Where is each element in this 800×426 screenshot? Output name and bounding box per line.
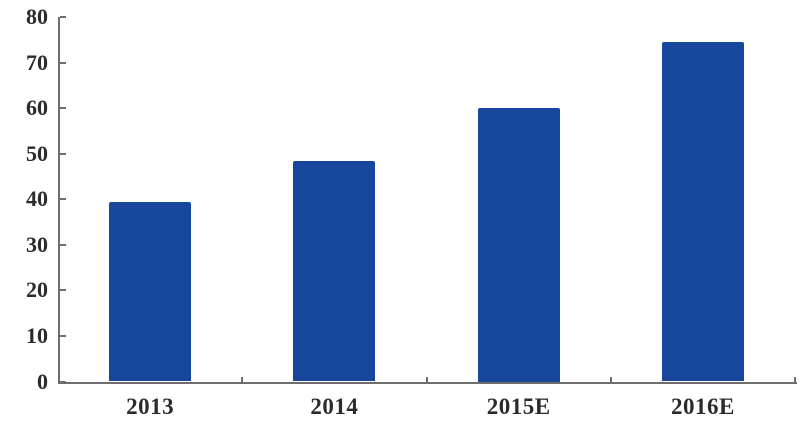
x-axis-tick xyxy=(425,376,428,382)
x-tick-label: 2013 xyxy=(126,394,175,419)
y-tick-label: 10 xyxy=(26,322,48,348)
x-tick-label: 2016E xyxy=(670,394,735,419)
y-tick-label: 30 xyxy=(26,231,48,257)
y-tick-label: 50 xyxy=(26,140,48,166)
y-axis-tick xyxy=(60,198,66,201)
y-tick-label: 70 xyxy=(26,49,48,75)
x-axis-tick xyxy=(609,376,612,382)
y-tick-label: 20 xyxy=(26,277,48,303)
y-axis-tick xyxy=(60,334,66,337)
y-axis-tick xyxy=(60,61,66,64)
y-tick-label: 40 xyxy=(26,186,48,212)
y-axis-tick xyxy=(60,243,66,246)
bar-2014 xyxy=(293,160,376,382)
bar-2016e xyxy=(661,42,744,382)
x-axis-line xyxy=(58,381,797,384)
x-axis-tick xyxy=(241,376,244,382)
y-axis-tick xyxy=(60,152,66,155)
x-axis-tick xyxy=(794,376,796,382)
bar-2013 xyxy=(109,202,192,382)
x-tick-label: 2014 xyxy=(310,394,359,419)
y-axis-tick xyxy=(60,380,66,383)
y-axis-tick xyxy=(60,16,66,18)
y-tick-label: 60 xyxy=(26,95,48,121)
y-tick-label: 80 xyxy=(26,4,48,29)
bar-2015e xyxy=(477,108,560,382)
y-axis-line xyxy=(58,17,60,384)
y-axis-tick xyxy=(60,107,66,110)
y-axis-tick xyxy=(60,289,66,292)
y-tick-label: 0 xyxy=(37,368,48,394)
x-tick-label: 2015E xyxy=(486,394,551,419)
